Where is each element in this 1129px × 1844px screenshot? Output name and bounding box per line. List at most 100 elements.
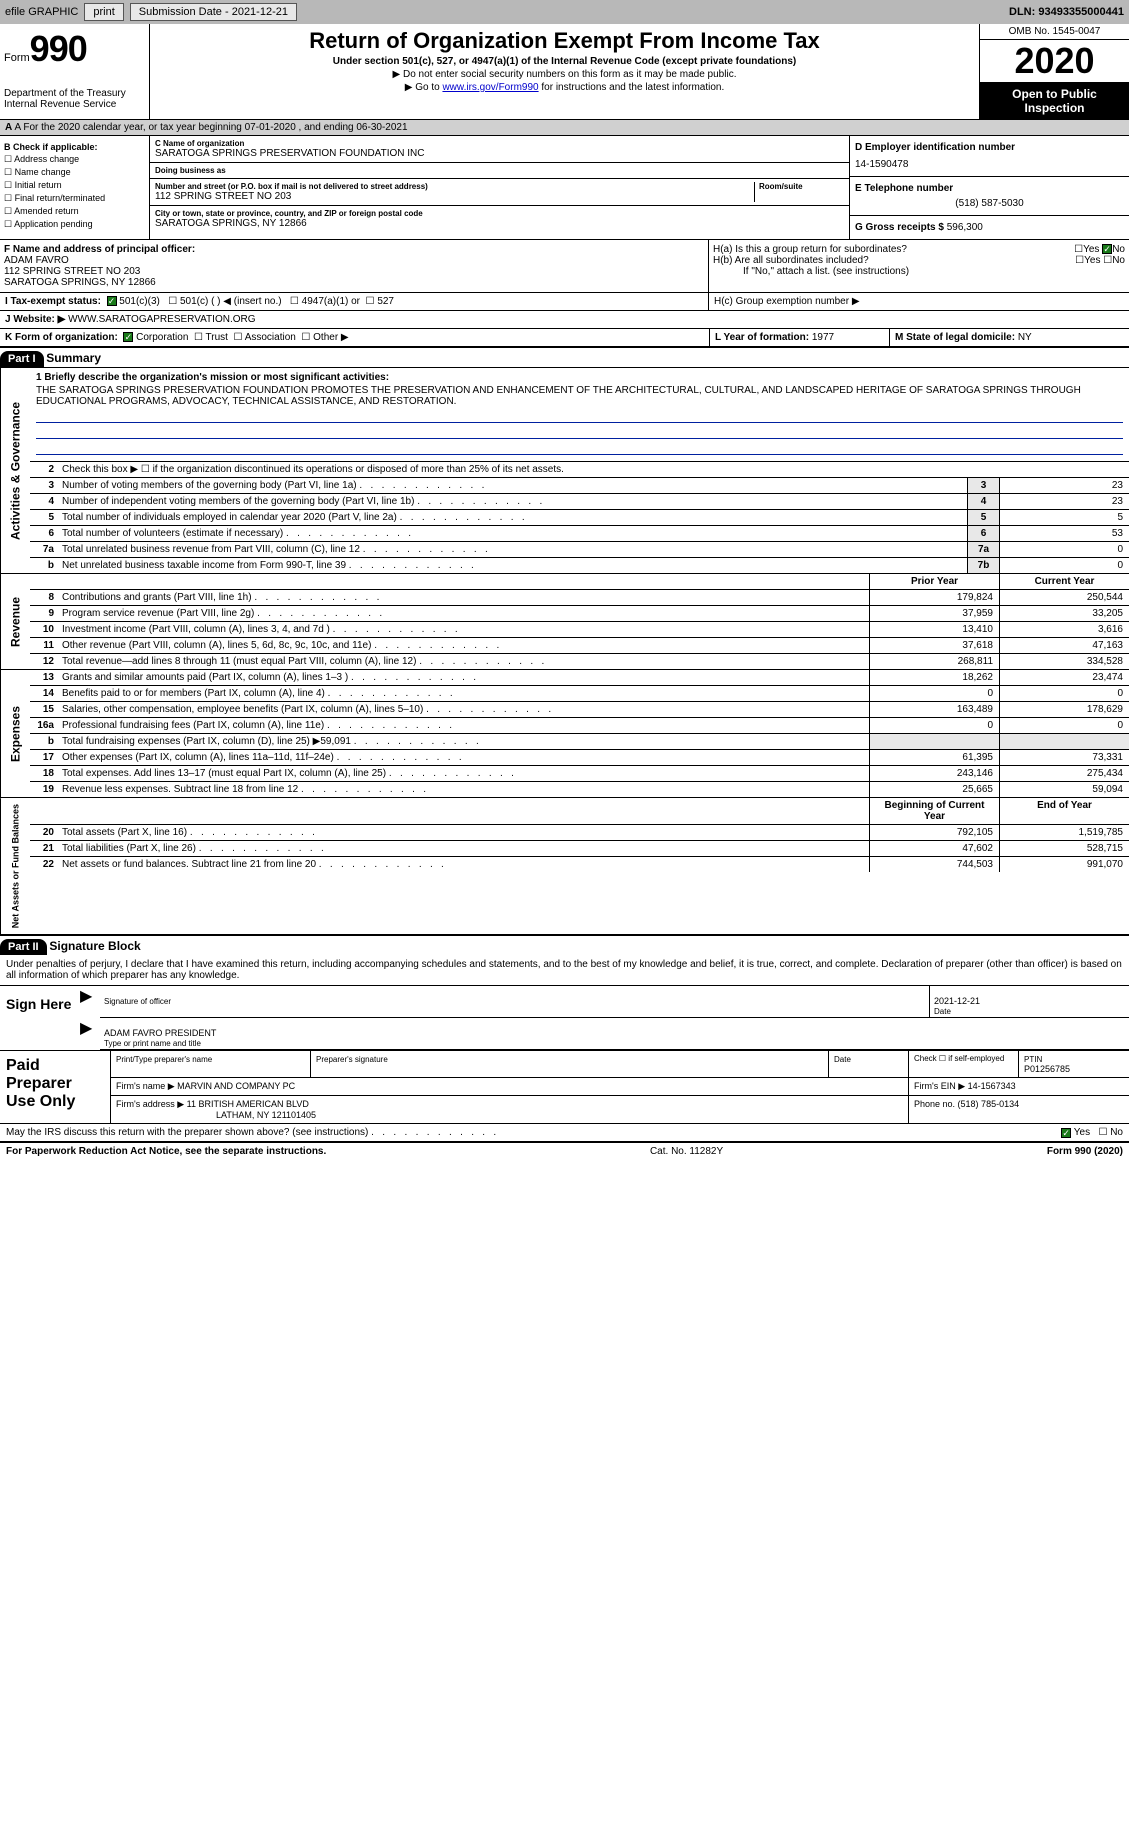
tab-net-assets: Net Assets or Fund Balances	[0, 798, 30, 934]
section-revenue: Revenue Prior Year Current Year 8 Contri…	[0, 574, 1129, 670]
submission-date-button[interactable]: Submission Date - 2021-12-21	[130, 3, 297, 21]
line-10: 10 Investment income (Part VIII, column …	[30, 622, 1129, 638]
line-4: 4 Number of independent voting members o…	[30, 494, 1129, 510]
line-22: 22 Net assets or fund balances. Subtract…	[30, 857, 1129, 872]
line-5: 5 Total number of individuals employed i…	[30, 510, 1129, 526]
line-19: 19 Revenue less expenses. Subtract line …	[30, 782, 1129, 797]
discuss-question: May the IRS discuss this return with the…	[0, 1124, 1129, 1143]
arrow-icon: ▶	[80, 986, 100, 1018]
section-expenses: Expenses 13 Grants and similar amounts p…	[0, 670, 1129, 798]
row-a-tax-year: A A For the 2020 calendar year, or tax y…	[0, 120, 1129, 136]
pra-notice: For Paperwork Reduction Act Notice, see …	[6, 1146, 326, 1157]
form-title-block: Return of Organization Exempt From Incom…	[150, 24, 979, 119]
dept-treasury: Department of the Treasury	[4, 88, 145, 99]
signature-officer-field[interactable]: Signature of officer	[100, 986, 929, 1018]
col-b-checkboxes: B Check if applicable: Address change Na…	[0, 136, 150, 239]
officer-name: ADAM FAVRO	[4, 255, 69, 266]
city-state-zip: SARATOGA SPRINGS, NY 12866	[155, 218, 844, 229]
ptin: P01256785	[1024, 1064, 1070, 1074]
hc-group-exemption: H(c) Group exemption number ▶	[709, 293, 1129, 310]
group-return: H(a) Is this a group return for subordin…	[709, 240, 1129, 292]
firm-address: 11 BRITISH AMERICAN BLVD	[187, 1099, 309, 1109]
print-button[interactable]: print	[84, 3, 123, 21]
line-1-mission: 1 Briefly describe the organization's mi…	[30, 368, 1129, 462]
signature-name-field: ADAM FAVRO PRESIDENT Type or print name …	[100, 1018, 1129, 1050]
form-year-block: OMB No. 1545-0047 2020 Open to Public In…	[979, 24, 1129, 119]
tab-revenue: Revenue	[0, 574, 30, 669]
line-12: 12 Total revenue—add lines 8 through 11 …	[30, 654, 1129, 669]
street-address: 112 SPRING STREET NO 203	[155, 191, 754, 202]
ssn-note: ▶ Do not enter social security numbers o…	[154, 69, 975, 80]
form-page: Form 990 (2020)	[1047, 1146, 1123, 1157]
form-subtitle: Under section 501(c), 527, or 4947(a)(1)…	[154, 56, 975, 67]
part-i-header: Part I Summary	[0, 348, 1129, 368]
goto-note: ▶ Go to www.irs.gov/Form990 for instruct…	[154, 82, 975, 93]
chk-501c3	[107, 296, 117, 306]
section-net-assets: Net Assets or Fund Balances Beginning of…	[0, 798, 1129, 936]
signature-date-field: 2021-12-21 Date	[929, 986, 1129, 1018]
line-14: 14 Benefits paid to or for members (Part…	[30, 686, 1129, 702]
phone: (518) 587-5030	[855, 198, 1124, 209]
line-11: 11 Other revenue (Part VIII, column (A),…	[30, 638, 1129, 654]
chk-final-return[interactable]: Final return/terminated	[4, 193, 145, 204]
row-i-tax-status: I Tax-exempt status: 501(c)(3) ☐ 501(c) …	[0, 293, 1129, 311]
chk-amended-return[interactable]: Amended return	[4, 206, 145, 217]
tab-activities-governance: Activities & Governance	[0, 368, 30, 573]
tab-expenses: Expenses	[0, 670, 30, 797]
year-formation: 1977	[812, 332, 834, 343]
line-b: b Total fundraising expenses (Part IX, c…	[30, 734, 1129, 750]
row-k-form-org: K Form of organization: Corporation ☐ Tr…	[0, 329, 1129, 348]
line-6: 6 Total number of volunteers (estimate i…	[30, 526, 1129, 542]
firm-name: MARVIN AND COMPANY PC	[177, 1081, 295, 1091]
line-18: 18 Total expenses. Add lines 13–17 (must…	[30, 766, 1129, 782]
arrow-icon: ▶	[80, 1018, 100, 1050]
section-activities-governance: Activities & Governance 1 Briefly descri…	[0, 368, 1129, 574]
perjury-declaration: Under penalties of perjury, I declare th…	[0, 955, 1129, 986]
line-7a: 7a Total unrelated business revenue from…	[30, 542, 1129, 558]
mission-text: THE SARATOGA SPRINGS PRESERVATION FOUNDA…	[36, 385, 1123, 407]
line-b: b Net unrelated business taxable income …	[30, 558, 1129, 573]
chk-name-change[interactable]: Name change	[4, 167, 145, 178]
irs-link[interactable]: www.irs.gov/Form990	[442, 82, 538, 93]
line-16a: 16a Professional fundraising fees (Part …	[30, 718, 1129, 734]
chk-corporation	[123, 332, 133, 342]
website: WWW.SARATOGAPRESERVATION.ORG	[68, 314, 255, 325]
part-ii-header: Part II Signature Block	[0, 936, 1129, 955]
principal-officer: F Name and address of principal officer:…	[0, 240, 709, 292]
gross-receipts: 596,300	[947, 222, 983, 233]
dln: DLN: 93493355000441	[1009, 6, 1124, 18]
efile-topbar: efile GRAPHIC print Submission Date - 20…	[0, 0, 1129, 24]
line-9: 9 Program service revenue (Part VIII, li…	[30, 606, 1129, 622]
chk-application-pending[interactable]: Application pending	[4, 219, 145, 230]
col-d-ein-phone: D Employer identification number 14-1590…	[849, 136, 1129, 239]
efile-label: efile GRAPHIC	[5, 6, 78, 18]
form-header: Form990 Department of the Treasury Inter…	[0, 24, 1129, 120]
line-8: 8 Contributions and grants (Part VIII, l…	[30, 590, 1129, 606]
line-15: 15 Salaries, other compensation, employe…	[30, 702, 1129, 718]
chk-initial-return[interactable]: Initial return	[4, 180, 145, 191]
line-21: 21 Total liabilities (Part X, line 26) 4…	[30, 841, 1129, 857]
line-13: 13 Grants and similar amounts paid (Part…	[30, 670, 1129, 686]
firm-phone: (518) 785-0134	[958, 1099, 1020, 1109]
tax-year: 2020	[980, 40, 1129, 83]
col-c-org-info: C Name of organization SARATOGA SPRINGS …	[150, 136, 849, 239]
omb-number: OMB No. 1545-0047	[980, 24, 1129, 40]
sign-here-block: Sign Here ▶ Signature of officer 2021-12…	[0, 986, 1129, 1051]
page-footer: For Paperwork Reduction Act Notice, see …	[0, 1143, 1129, 1160]
org-name: SARATOGA SPRINGS PRESERVATION FOUNDATION…	[155, 148, 844, 159]
section-bcd: B Check if applicable: Address change Na…	[0, 136, 1129, 240]
line-3: 3 Number of voting members of the govern…	[30, 478, 1129, 494]
firm-ein: 14-1567343	[968, 1081, 1016, 1091]
ha-no-check	[1102, 244, 1112, 254]
cat-number: Cat. No. 11282Y	[650, 1146, 723, 1157]
form-id-block: Form990 Department of the Treasury Inter…	[0, 24, 150, 119]
form-title: Return of Organization Exempt From Incom…	[154, 28, 975, 54]
row-fh: F Name and address of principal officer:…	[0, 240, 1129, 293]
open-to-public: Open to Public Inspection	[980, 83, 1129, 119]
discuss-yes-check	[1061, 1128, 1071, 1138]
line-2: Check this box ▶ ☐ if the organization d…	[58, 462, 1129, 477]
state-domicile: NY	[1018, 332, 1032, 343]
line-17: 17 Other expenses (Part IX, column (A), …	[30, 750, 1129, 766]
paid-preparer-block: Paid Preparer Use Only Print/Type prepar…	[0, 1051, 1129, 1124]
chk-address-change[interactable]: Address change	[4, 154, 145, 165]
